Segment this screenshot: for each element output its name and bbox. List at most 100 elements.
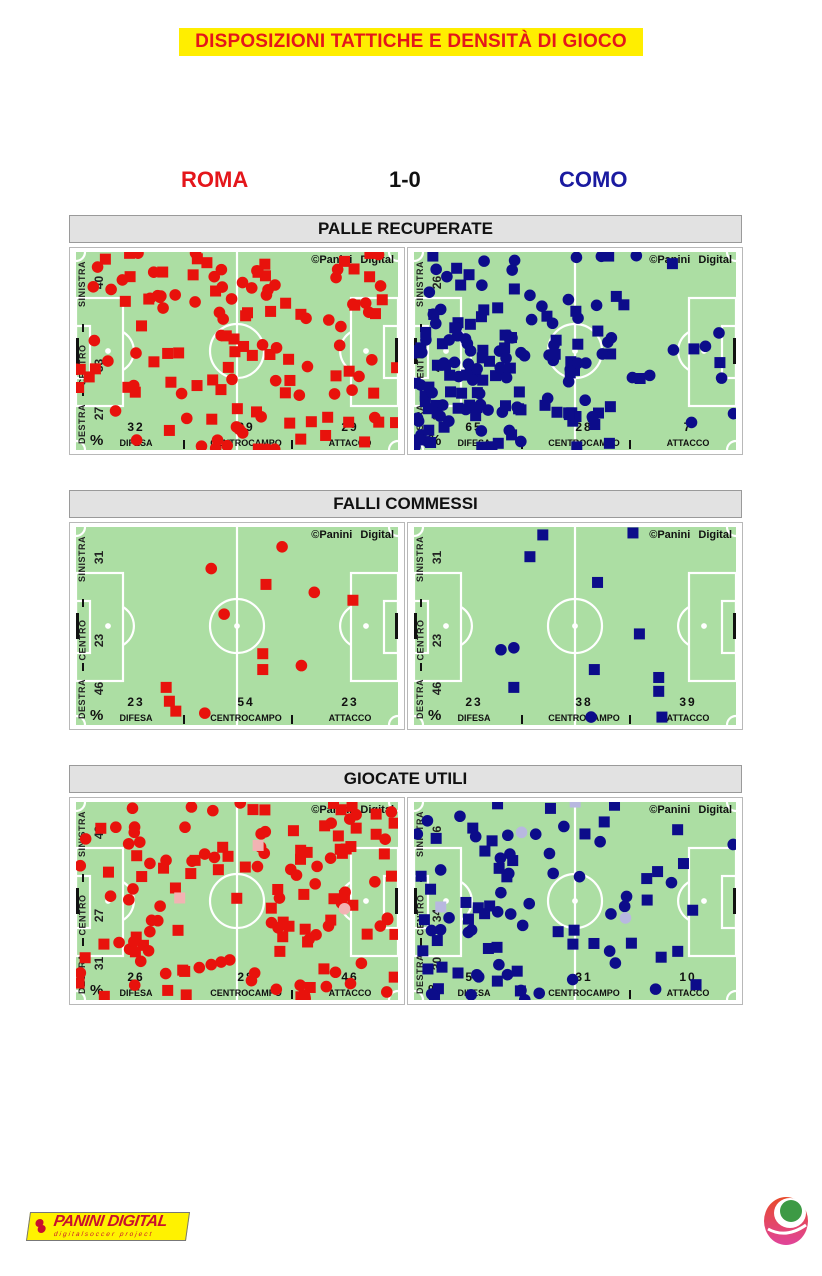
zone-label-centrocampo: CENTROCAMPO [210, 988, 282, 998]
marker-square [423, 424, 435, 436]
marker-circle [533, 987, 546, 1000]
marker-square [499, 342, 511, 354]
zone-label-attacco: ATTACCO [328, 438, 372, 448]
marker-square [476, 352, 488, 364]
marker-circle [547, 867, 559, 880]
marker-circle [715, 372, 728, 384]
marker-circle [205, 958, 218, 971]
marker-square [346, 802, 358, 812]
marker-square [259, 804, 271, 816]
marker-circle [503, 424, 516, 437]
marker-circle [116, 274, 129, 286]
zone-label-difesa: DIFESA [119, 713, 153, 723]
copyright-text: ©Panini Digital [311, 529, 394, 541]
marker-circle [311, 860, 323, 873]
marker-circle [699, 340, 712, 353]
marker-circle [128, 821, 141, 833]
right-goal [395, 613, 398, 639]
marker-square [364, 271, 376, 283]
marker-square [328, 893, 340, 905]
zone-divider-tick [629, 440, 631, 449]
marker-square [666, 258, 678, 270]
zone-label-difesa: DIFESA [457, 713, 491, 723]
falli-commessi-como-panel: SINISTRA CENTRO DESTRA 31 23 46 23 DIFESA 38 CENT… [407, 522, 743, 730]
zone-divider-tick [629, 990, 631, 999]
marker-square [491, 975, 503, 987]
marker-circle [199, 707, 211, 719]
marker-square [83, 371, 95, 383]
marker-square [215, 384, 227, 396]
marker-square [579, 828, 591, 840]
page-title-banner: DISPOSIZIONI TATTICHE E DENSITÀ DI GIOCO [179, 28, 643, 56]
marker-circle [359, 297, 372, 309]
marker-circle [102, 355, 114, 367]
marker-circle [207, 804, 219, 817]
marker-square [257, 648, 269, 660]
marker-square [419, 390, 431, 402]
marker-circle [713, 327, 725, 339]
match-score: 1-0 [389, 167, 421, 192]
marker-square [592, 576, 604, 588]
marker-square [180, 989, 192, 1000]
marker-square [415, 870, 427, 882]
marker-square [652, 866, 664, 878]
marker-circle [478, 255, 490, 267]
marker-circle [236, 427, 249, 439]
panini-digital-logo: PANINI DIGITAL digitalsoccer project [25, 1212, 191, 1241]
panini-balls-icon [35, 1219, 46, 1233]
marker-circle [562, 375, 575, 388]
marker-circle [476, 279, 488, 291]
marker-square [325, 914, 337, 926]
marker-circle [130, 434, 143, 446]
marker-circle [324, 852, 337, 864]
panini-logo-subtext: digitalsoccer project [53, 1231, 154, 1238]
marker-square [264, 348, 276, 360]
zone-divider-tick [521, 715, 523, 724]
marker-square [189, 854, 201, 866]
marker-square [499, 400, 511, 412]
marker-square [231, 403, 243, 415]
zone-label-attacco: ATTACCO [666, 713, 710, 723]
marker-square [592, 407, 604, 419]
marker-square [486, 835, 498, 847]
marker-square [131, 850, 143, 862]
markers-layer [76, 802, 398, 1000]
marker-square [76, 977, 85, 989]
marker-circle [126, 802, 139, 815]
marker-square [439, 359, 451, 371]
marker-square [572, 338, 584, 350]
marker-square [173, 347, 185, 359]
marker-circle [368, 411, 381, 424]
marker-square [284, 417, 296, 429]
zone-divider-tick [291, 715, 293, 724]
marker-circle [245, 282, 258, 294]
marker-square [201, 257, 213, 269]
marker-circle [462, 358, 475, 370]
marker-circle [504, 908, 517, 920]
marker-circle [144, 925, 156, 938]
marker-square [656, 711, 668, 723]
marker-square [432, 983, 444, 995]
marker-circle [524, 289, 536, 302]
marker-circle [127, 883, 139, 895]
percent-sign: % [90, 707, 104, 724]
marker-circle [562, 293, 575, 306]
marker-square [571, 441, 583, 450]
marker-circle [130, 347, 142, 359]
marker-circle [185, 802, 198, 813]
marker-square [461, 369, 473, 381]
marker-square [336, 847, 348, 859]
side-divider-tick [82, 874, 84, 882]
left-goal [414, 613, 417, 639]
marker-square [231, 892, 243, 904]
marker-square [98, 938, 110, 950]
marker-square [259, 258, 271, 270]
marker-square [319, 820, 331, 832]
marker-circle [469, 830, 482, 843]
marker-circle [189, 252, 202, 259]
marker-circle [471, 362, 483, 375]
zone-label-centrocampo: CENTROCAMPO [210, 713, 282, 723]
marker-square [634, 373, 646, 385]
marker-square [564, 367, 576, 379]
marker-square [328, 802, 340, 809]
